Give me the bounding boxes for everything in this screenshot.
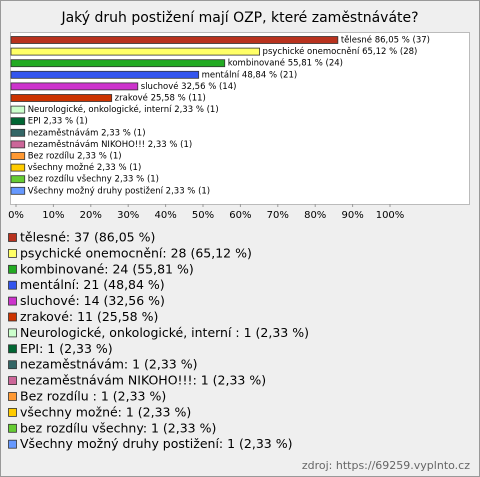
legend-swatch: [8, 328, 17, 338]
legend-swatch: [8, 423, 17, 433]
x-tick-label: 40%: [154, 210, 176, 221]
legend-label: sluchové: 14 (32,56 %): [20, 293, 165, 308]
legend-swatch: [8, 280, 17, 290]
bar: [10, 175, 26, 184]
legend-swatch: [8, 248, 17, 258]
legend-swatch: [8, 312, 17, 322]
legend-label: bez rozdílu všechny: 1 (2,33 %): [20, 420, 216, 435]
bar: [10, 186, 26, 195]
value-label: EPI 2,33 % (1): [28, 117, 88, 127]
x-tick-label: 90%: [341, 210, 363, 221]
value-label: nezaměstnávám NIKOHO!!! 2,33 % (1): [28, 140, 193, 150]
value-label: bez rozdílu všechny 2,33 % (1): [28, 174, 159, 185]
legend-label: Neurologické, onkologické, interní : 1 (…: [20, 325, 309, 340]
legend-label: mentální: 21 (48,84 %): [20, 277, 165, 292]
legend-swatch: [8, 360, 17, 370]
legend-swatch: [8, 376, 17, 386]
value-label: Neurologické, onkologické, interní 2,33 …: [28, 104, 219, 115]
x-tick-label: 10%: [42, 210, 64, 221]
x-tick-label: 20%: [80, 210, 102, 221]
bar: [10, 105, 26, 114]
x-tick-label: 60%: [229, 210, 251, 221]
bar: [10, 117, 26, 126]
value-label: tělesné 86,05 % (37): [341, 35, 430, 46]
value-label: psychické onemocnění 65,12 % (28): [263, 46, 418, 57]
x-tick-label: 100%: [376, 210, 405, 221]
bar: [10, 70, 200, 79]
x-tick-label: 0%: [8, 210, 24, 221]
legend-label: Bez rozdílu : 1 (2,33 %): [20, 389, 166, 404]
bar: [10, 128, 26, 137]
bar: [10, 163, 26, 172]
value-label: zrakové 25,58 % (11): [115, 93, 206, 104]
source: zdroj: https://69259.vyplnto.cz: [302, 459, 470, 472]
legend-label: EPI: 1 (2,33 %): [20, 341, 113, 356]
legend-label: nezaměstnávám NIKOHO!!!: 1 (2,33 %): [20, 373, 266, 388]
value-label: všechny možné 2,33 % (1): [28, 162, 142, 173]
legend-label: zrakové: 11 (25,58 %): [20, 309, 158, 324]
value-label: kombinované 55,81 % (24): [228, 58, 343, 69]
legend-swatch: [8, 233, 17, 242]
x-tick-label: 50%: [192, 210, 214, 221]
x-tick-label: 70%: [267, 210, 289, 221]
bar: [10, 152, 26, 160]
legend-label: všechny možné: 1 (2,33 %): [20, 404, 191, 419]
bar: [10, 94, 113, 102]
bar: [10, 47, 260, 56]
bar: [10, 59, 226, 68]
x-tick-label: 80%: [304, 210, 326, 221]
x-tick-label: 30%: [117, 210, 139, 221]
bar: [10, 140, 26, 149]
value-label: Všechny možný druhy postižení 2,33 % (1): [28, 185, 210, 196]
legend-label: Všechny možný druhy postižení: 1 (2,33 %…: [20, 436, 292, 451]
chart-title: Jaký druh postižení mají OZP, které zamě…: [60, 10, 418, 26]
value-label: sluchové 32,56 % (14): [141, 81, 237, 92]
bar: [10, 36, 339, 44]
legend-swatch: [8, 296, 17, 306]
value-label: mentální 48,84 % (21): [202, 70, 298, 80]
legend-label: kombinované: 24 (55,81 %): [20, 261, 194, 276]
legend-label: tělesné: 37 (86,05 %): [20, 230, 155, 245]
value-label: nezaměstnávám 2,33 % (1): [28, 128, 146, 138]
value-label: Bez rozdílu 2,33 % (1): [28, 152, 122, 162]
legend-swatch: [8, 264, 17, 274]
legend-swatch: [8, 407, 17, 417]
legend-swatch: [8, 344, 17, 354]
legend-swatch: [8, 439, 17, 449]
legend-label: psychické onemocnění: 28 (65,12 %): [20, 245, 252, 260]
legend-swatch: [8, 392, 17, 401]
bar: [10, 82, 139, 91]
legend-label: nezaměstnávám: 1 (2,33 %): [20, 357, 197, 372]
